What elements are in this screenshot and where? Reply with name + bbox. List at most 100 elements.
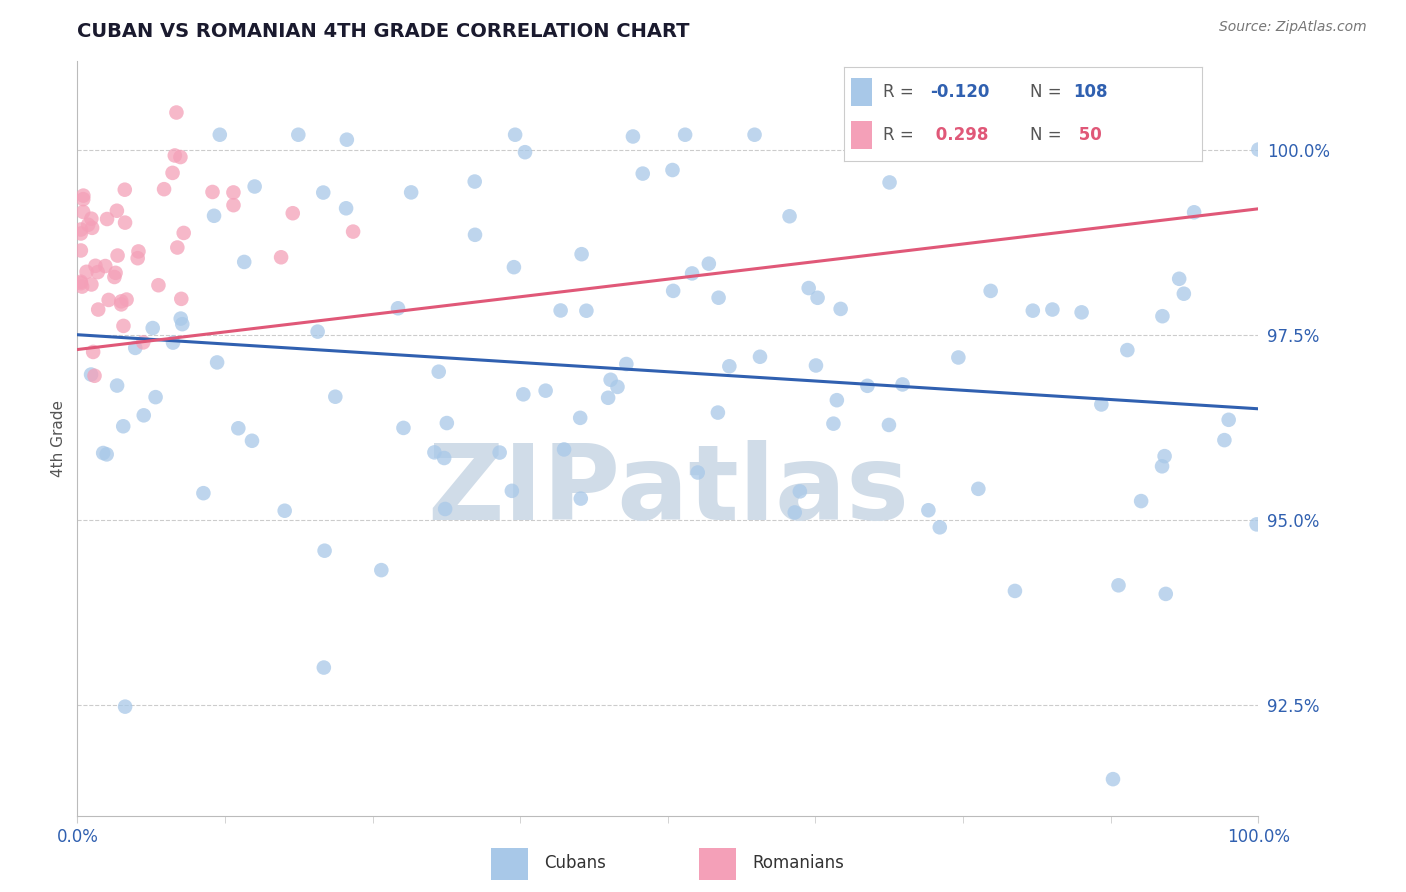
Text: 108: 108 bbox=[1073, 83, 1108, 101]
Point bbox=[312, 660, 335, 674]
Point bbox=[82, 345, 104, 359]
Point bbox=[879, 176, 901, 190]
Point bbox=[1218, 413, 1240, 427]
Point bbox=[112, 419, 135, 434]
Point bbox=[114, 699, 136, 714]
Point bbox=[1130, 494, 1153, 508]
Text: ZIPatlas: ZIPatlas bbox=[427, 441, 908, 542]
Text: -0.120: -0.120 bbox=[929, 83, 988, 101]
Point bbox=[779, 209, 801, 223]
Point bbox=[631, 167, 654, 181]
Point bbox=[114, 183, 136, 197]
Point bbox=[281, 206, 304, 220]
Point bbox=[70, 222, 93, 236]
Point bbox=[825, 393, 848, 408]
Point bbox=[142, 321, 165, 335]
Point bbox=[105, 203, 128, 218]
Point bbox=[70, 276, 93, 290]
Point bbox=[1042, 302, 1064, 317]
Point bbox=[488, 445, 510, 459]
Point bbox=[707, 406, 730, 420]
Text: Source: ZipAtlas.com: Source: ZipAtlas.com bbox=[1219, 20, 1367, 34]
Point bbox=[193, 486, 215, 500]
Point bbox=[807, 291, 830, 305]
Point bbox=[571, 247, 593, 261]
Point bbox=[606, 380, 628, 394]
Point bbox=[1152, 459, 1174, 474]
Point bbox=[1213, 433, 1236, 447]
Point bbox=[127, 244, 149, 259]
Point bbox=[166, 240, 188, 254]
Point bbox=[681, 267, 703, 281]
Point bbox=[132, 409, 155, 423]
Point bbox=[110, 294, 132, 309]
Point bbox=[105, 378, 128, 392]
Y-axis label: 4th Grade: 4th Grade bbox=[51, 400, 66, 477]
Point bbox=[70, 279, 93, 293]
Point bbox=[433, 450, 456, 465]
Point bbox=[107, 248, 129, 262]
Point bbox=[222, 198, 245, 212]
Point bbox=[1246, 517, 1268, 532]
Point bbox=[877, 417, 900, 432]
Point bbox=[783, 505, 806, 519]
Point bbox=[72, 205, 94, 219]
Point bbox=[1102, 772, 1125, 786]
Point bbox=[575, 303, 598, 318]
Point bbox=[270, 250, 292, 264]
Point bbox=[387, 301, 409, 316]
Point bbox=[312, 186, 335, 200]
Point bbox=[749, 350, 772, 364]
Point bbox=[202, 209, 225, 223]
Point bbox=[342, 225, 364, 239]
Point bbox=[569, 410, 592, 425]
Point bbox=[97, 293, 120, 307]
Point bbox=[427, 365, 450, 379]
Point bbox=[208, 128, 231, 142]
Point bbox=[1154, 587, 1177, 601]
Point bbox=[1090, 397, 1112, 411]
Point bbox=[1173, 286, 1195, 301]
Point bbox=[96, 212, 118, 227]
Point bbox=[513, 145, 536, 160]
Point bbox=[94, 259, 117, 273]
Text: 0.298: 0.298 bbox=[929, 127, 988, 145]
Point bbox=[1004, 583, 1026, 598]
Point bbox=[205, 355, 228, 369]
FancyBboxPatch shape bbox=[851, 121, 872, 149]
Point bbox=[148, 278, 170, 293]
Point bbox=[165, 105, 187, 120]
Point bbox=[87, 302, 110, 317]
Point bbox=[222, 186, 245, 200]
Point bbox=[162, 335, 184, 350]
Point bbox=[336, 133, 359, 147]
Point bbox=[621, 129, 644, 144]
Point bbox=[598, 391, 620, 405]
Point bbox=[162, 166, 184, 180]
Point bbox=[434, 502, 457, 516]
Point bbox=[661, 163, 683, 178]
Text: Cubans: Cubans bbox=[544, 854, 606, 872]
Point bbox=[797, 281, 820, 295]
Point bbox=[718, 359, 741, 374]
Point bbox=[201, 185, 224, 199]
Point bbox=[686, 466, 709, 480]
Point bbox=[112, 318, 135, 333]
FancyBboxPatch shape bbox=[851, 78, 872, 106]
Point bbox=[503, 260, 526, 275]
Text: R =: R = bbox=[883, 83, 914, 101]
Text: N =: N = bbox=[1031, 127, 1062, 145]
Point bbox=[512, 387, 534, 401]
Point bbox=[1182, 205, 1205, 219]
Point bbox=[980, 284, 1002, 298]
Point bbox=[534, 384, 557, 398]
Point bbox=[273, 504, 295, 518]
Point bbox=[70, 275, 93, 289]
Point bbox=[228, 421, 250, 435]
Point bbox=[84, 259, 107, 273]
Point bbox=[697, 257, 720, 271]
Point bbox=[423, 445, 446, 459]
Point bbox=[1152, 309, 1174, 323]
Point bbox=[307, 325, 329, 339]
Point bbox=[82, 220, 104, 235]
